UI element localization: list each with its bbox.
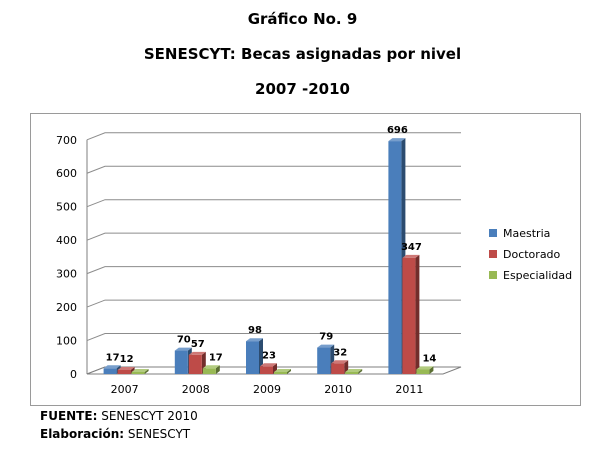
legend-swatch — [489, 229, 497, 237]
bar-side — [287, 369, 291, 374]
x-tick-label: 2009 — [253, 383, 281, 396]
bar-top — [416, 366, 434, 370]
y-tick-label: 200 — [56, 301, 77, 314]
data-label: 14 — [422, 353, 436, 364]
bar-top — [117, 366, 135, 370]
data-label: 12 — [120, 354, 134, 365]
data-label: 347 — [401, 242, 422, 253]
gridline — [86, 232, 461, 241]
data-label: 17 — [209, 352, 223, 363]
source-note: FUENTE: SENESCYT 2010 — [40, 409, 198, 423]
gridline — [86, 165, 461, 174]
y-tick-label: 0 — [70, 368, 77, 381]
bar-top — [345, 369, 363, 372]
legend-swatch — [489, 271, 497, 279]
data-label: 57 — [191, 339, 205, 350]
chart-title: SENESCYT: Becas asignadas por nivel — [143, 45, 462, 63]
legend-swatch — [489, 250, 497, 258]
data-label: 32 — [333, 347, 347, 358]
bar-front — [174, 350, 188, 374]
bar-top — [331, 360, 349, 364]
bar-front — [260, 366, 273, 374]
y-tick-label: 600 — [56, 167, 77, 180]
x-tick-label: 2011 — [395, 383, 423, 396]
bar-top — [388, 138, 406, 142]
bar-top — [131, 369, 149, 372]
gridline — [86, 266, 461, 275]
chart-period: 2007 -2010 — [255, 80, 350, 98]
bar-top — [202, 365, 220, 369]
bar-front — [188, 354, 202, 374]
bar-top — [103, 365, 121, 369]
data-label: 17 — [106, 352, 120, 363]
bar-front — [103, 368, 117, 374]
bar-front — [402, 257, 416, 374]
bar-top — [317, 344, 335, 348]
bar-especialidad-2009 — [274, 369, 291, 374]
bar-top — [246, 338, 263, 342]
y-tick-label: 400 — [56, 234, 77, 247]
bar-side — [144, 369, 149, 374]
bar-front — [274, 372, 287, 374]
bar-doctorado-2011 — [402, 254, 420, 374]
elaboration-note: Elaboración: SENESCYT — [40, 427, 190, 441]
gridline — [86, 299, 461, 308]
data-label: 79 — [319, 332, 333, 343]
bar-especialidad-2007 — [131, 369, 149, 374]
bar-side — [429, 366, 434, 374]
bar-especialidad-2011 — [416, 366, 434, 374]
x-tick-label: 2008 — [182, 383, 210, 396]
bar-top — [188, 351, 206, 355]
bar-side — [358, 369, 363, 374]
bar-top — [274, 369, 291, 372]
bar-side — [415, 254, 420, 374]
bar-top — [174, 347, 192, 351]
bar-front — [202, 368, 216, 374]
bar-front — [388, 141, 402, 374]
bar-front — [117, 369, 131, 374]
bar-especialidad-2008 — [202, 365, 220, 374]
gridline — [86, 132, 461, 141]
bar-front — [416, 369, 430, 374]
gridline — [86, 199, 461, 208]
bar-front — [317, 347, 331, 374]
elaboration-value: SENESCYT — [127, 427, 191, 441]
y-tick-label: 100 — [56, 335, 77, 348]
bar-front — [246, 341, 259, 374]
x-tick-label: 2010 — [324, 383, 352, 396]
source-label: FUENTE: — [40, 409, 98, 423]
bar-side — [215, 365, 220, 374]
legend-label: Especialidad — [503, 269, 572, 282]
legend-label: Doctorado — [503, 248, 561, 261]
bar-top — [402, 254, 420, 258]
bar-especialidad-2010 — [345, 369, 363, 374]
data-label: 696 — [387, 125, 408, 136]
bar-front — [331, 363, 345, 374]
y-tick-label: 500 — [56, 201, 77, 214]
data-label: 70 — [177, 335, 191, 346]
data-label: 98 — [248, 325, 262, 336]
bar-front — [345, 372, 359, 374]
bar-top — [260, 363, 277, 367]
source-value: SENESCYT 2010 — [101, 409, 198, 423]
y-tick-label: 700 — [56, 134, 77, 147]
elaboration-label: Elaboración: — [40, 427, 125, 441]
legend-label: Maestria — [503, 227, 550, 240]
x-tick-label: 2007 — [111, 383, 139, 396]
bar-front — [131, 372, 145, 374]
y-tick-label: 300 — [56, 268, 77, 281]
gridline — [86, 333, 461, 342]
data-label: 23 — [262, 350, 276, 361]
chart-area: 0 100 200 300 400 500 600 700 17 12 2007 70 57 17 2008… — [30, 113, 581, 406]
chart-number: Gráfico No. 9 — [247, 10, 358, 28]
